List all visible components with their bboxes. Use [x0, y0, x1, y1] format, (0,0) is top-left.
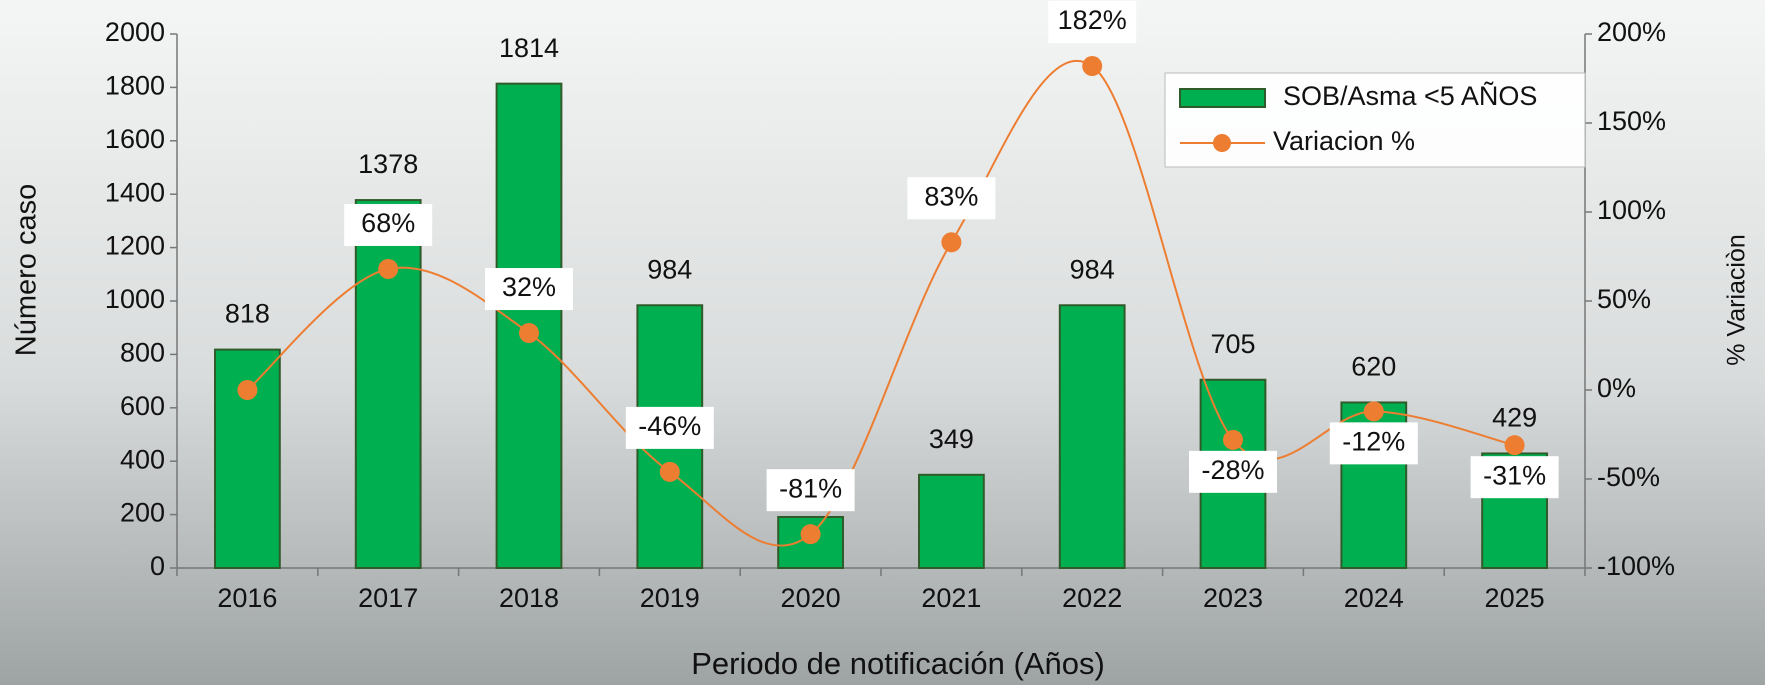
x-tick-label: 2021	[921, 583, 981, 613]
page: {"chart_data": {"type": "bar-line", "x_l…	[0, 0, 1765, 685]
x-tick-label: 2020	[781, 583, 841, 613]
y2-tick-label: 50%	[1597, 284, 1651, 314]
bar-value-label: 705	[1210, 329, 1255, 359]
line-point	[941, 232, 961, 252]
y-tick-label: 400	[120, 444, 165, 474]
line-value-label: -31%	[1483, 460, 1546, 490]
legend-label: SOB/Asma <5 AÑOS	[1283, 80, 1537, 111]
bar-value-label: 984	[1070, 254, 1115, 284]
y2-tick-label: -100%	[1597, 551, 1675, 581]
line-value-label: -28%	[1201, 455, 1264, 485]
y-axis-label: Número caso	[11, 184, 43, 356]
x-tick-label: 2025	[1485, 583, 1545, 613]
x-tick-label: 2022	[1062, 583, 1122, 613]
bar-value-label: 1814	[499, 33, 559, 63]
line-value-label: -81%	[779, 473, 842, 503]
bar-value-label: 1378	[358, 149, 418, 179]
y2-tick-label: 100%	[1597, 195, 1666, 225]
y-tick-label: 0	[150, 551, 165, 581]
line-point	[801, 524, 821, 544]
bar-value-label: 620	[1351, 352, 1396, 382]
x-tick-label: 2018	[499, 583, 559, 613]
y2-tick-label: 200%	[1597, 17, 1666, 47]
legend-label: Variacion %	[1273, 126, 1415, 156]
line-value-label: 32%	[502, 272, 556, 302]
line-point	[378, 259, 398, 279]
x-tick-label: 2023	[1203, 583, 1263, 613]
y2-tick-label: -50%	[1597, 462, 1660, 492]
y2-axis-label: % Variaciòn	[1723, 234, 1751, 366]
line-value-label: 182%	[1058, 5, 1127, 35]
chart: Periodo de notificación (Años) Número ca…	[0, 0, 1765, 685]
y-tick-label: 800	[120, 338, 165, 368]
line-point	[519, 323, 539, 343]
x-axis-label: Periodo de notificación (Años)	[691, 646, 1105, 681]
bar	[1060, 305, 1125, 568]
legend-swatch	[1180, 89, 1265, 107]
line-point	[1364, 401, 1384, 421]
line-value-label: -12%	[1342, 426, 1405, 456]
y-tick-label: 1000	[105, 284, 165, 314]
y2-tick-label: 150%	[1597, 106, 1666, 136]
y-tick-label: 1800	[105, 71, 165, 101]
y2-tick-label: 0%	[1597, 373, 1636, 403]
line-value-label: -46%	[638, 411, 701, 441]
bar-value-label: 349	[929, 424, 974, 454]
line-value-label: 83%	[924, 181, 978, 211]
y-tick-label: 1600	[105, 124, 165, 154]
y-tick-label: 600	[120, 391, 165, 421]
bar-value-label: 984	[647, 254, 692, 284]
y-tick-label: 1200	[105, 231, 165, 261]
y-tick-label: 1400	[105, 177, 165, 207]
bar-value-label: 429	[1492, 403, 1537, 433]
legend-swatch	[1213, 134, 1231, 152]
line-point	[660, 462, 680, 482]
x-tick-label: 2019	[640, 583, 700, 613]
x-tick-label: 2017	[358, 583, 418, 613]
line-point	[237, 380, 257, 400]
bar	[356, 200, 421, 568]
line-point	[1223, 430, 1243, 450]
y-tick-label: 2000	[105, 17, 165, 47]
y-tick-label: 200	[120, 498, 165, 528]
line-value-label: 68%	[361, 208, 415, 238]
bar-value-label: 818	[225, 299, 270, 329]
x-tick-label: 2024	[1344, 583, 1404, 613]
bar	[919, 475, 984, 568]
x-tick-label: 2016	[217, 583, 277, 613]
line-point	[1505, 435, 1525, 455]
line-point	[1082, 56, 1102, 76]
